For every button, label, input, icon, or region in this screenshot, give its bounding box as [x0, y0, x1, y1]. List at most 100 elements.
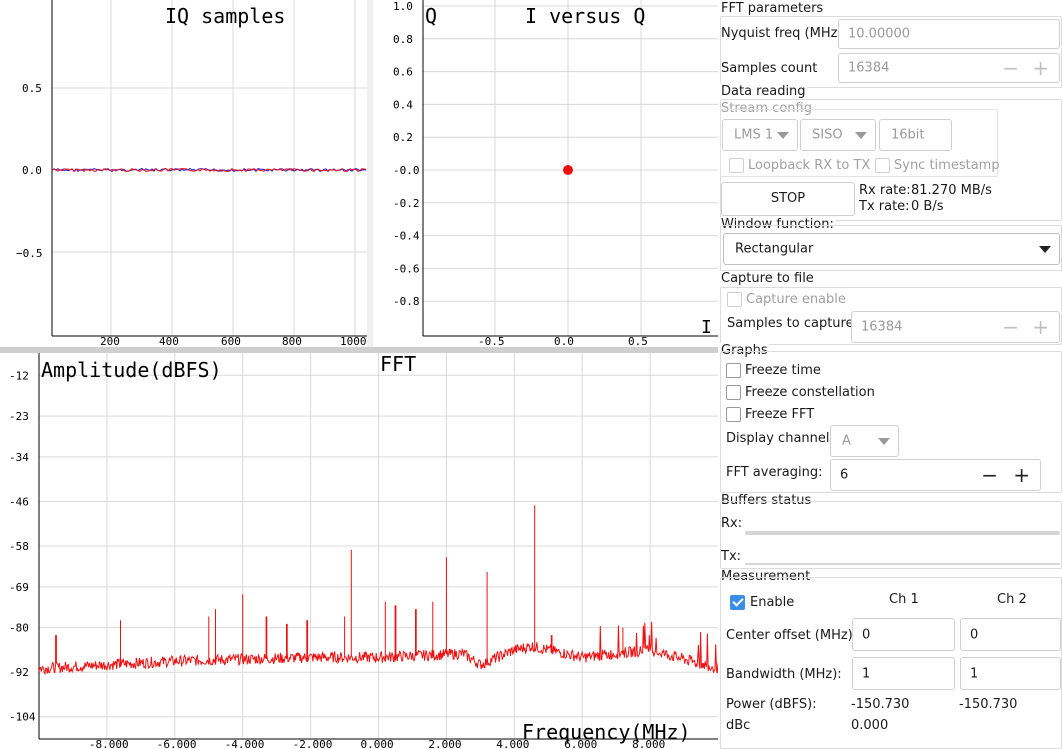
freeze-time-checkbox[interactable] — [726, 363, 741, 378]
fft-x-tick: -2.000 — [293, 738, 333, 749]
const-y-tick: 1.0 — [393, 0, 413, 13]
samples-count-stepper[interactable]: 16384 − + — [838, 53, 1060, 83]
nyquist-input[interactable]: 10.00000 — [838, 19, 1060, 49]
iq-x-tick: 800 — [282, 335, 302, 347]
iq-plot-title: IQ samples — [165, 4, 285, 28]
display-channel-label: Display channel: — [726, 431, 834, 446]
fft-averaging-stepper[interactable]: 6 − + — [830, 459, 1041, 491]
fft-plot-title: FFT — [380, 353, 416, 376]
control-panel: FFT parameters Nyquist freq (MHz): 10.00… — [718, 0, 1062, 749]
fft-x-tick: 8.000 — [632, 738, 665, 749]
fft-x-tick: -8.000 — [89, 738, 129, 749]
chevron-down-icon — [777, 132, 789, 139]
constellation-plot[interactable]: Q I versus Q 1.0 0.8 0.6 0.4 0.2 -0.0 -0.2 -0.4… — [373, 0, 718, 347]
fft-x-tick: 2.000 — [428, 738, 461, 749]
center-offset-ch2-input[interactable]: 0 — [960, 618, 1061, 651]
samples-to-capture-stepper[interactable]: 16384 − + — [851, 311, 1060, 343]
capture-enable-label: Capture enable — [746, 292, 846, 307]
fft-y-tick: -80 — [9, 622, 29, 635]
tx-buffer-progress — [745, 563, 1060, 565]
iq-x-tick: 200 — [100, 335, 120, 347]
minus-icon[interactable]: − — [1002, 315, 1019, 339]
bit-depth-select[interactable]: 16bit — [879, 119, 952, 151]
iq-x-tick: 1000 — [340, 335, 367, 347]
const-y-tick: 0.6 — [393, 66, 413, 79]
freeze-fft-label: Freeze FFT — [745, 407, 815, 422]
bandwidth-ch1-input[interactable]: 1 — [852, 657, 955, 690]
iq-samples-plot[interactable]: IQ samples 0.5 0.0 −0.5 200 400 600 800 … — [0, 0, 367, 347]
measurement-enable-checkbox[interactable] — [730, 595, 745, 610]
fft-y-tick: -23 — [9, 410, 29, 423]
plus-icon[interactable]: + — [1032, 315, 1049, 339]
data-reading-title: Data reading — [720, 84, 807, 99]
const-y-tick: -0.4 — [393, 230, 420, 243]
plots-splitter-horizontal[interactable] — [0, 347, 718, 353]
minus-icon[interactable]: − — [1002, 56, 1019, 80]
iq-x-tick: 600 — [221, 335, 241, 347]
const-y-tick: 0.8 — [393, 33, 413, 46]
channel-mode-select[interactable]: SISO — [800, 119, 876, 151]
samples-to-capture-value: 16384 — [861, 319, 903, 335]
fft-x-axis-label: Frequency(MHz) — [522, 720, 691, 744]
center-offset-ch1-input[interactable]: 0 — [852, 618, 955, 651]
fft-trace — [38, 505, 718, 676]
measurement-title: Measurement — [720, 569, 812, 584]
constellation-point — [563, 165, 573, 175]
fft-y-tick: -92 — [9, 666, 29, 679]
rx-buffer-label: Rx: — [721, 516, 743, 531]
dbc-label: dBc — [726, 718, 751, 733]
measurement-enable-label: Enable — [750, 595, 795, 610]
plots-splitter-vertical[interactable] — [367, 0, 373, 347]
center-offset-label: Center offset (MHz): — [726, 628, 858, 643]
window-function-select[interactable]: Rectangular — [723, 233, 1060, 265]
minus-icon[interactable]: − — [981, 463, 998, 487]
const-y-tick: -0.8 — [393, 295, 420, 308]
sync-timestamp-checkbox[interactable] — [875, 158, 890, 173]
buffers-status-group — [720, 501, 1062, 569]
text-cursor-icon: I — [701, 317, 712, 338]
plus-icon[interactable]: + — [1013, 463, 1030, 487]
stream-config-group — [720, 109, 998, 177]
sync-timestamp-label: Sync timestamp — [894, 158, 1000, 173]
stop-button[interactable]: STOP — [721, 182, 855, 216]
constellation-plot-title: I versus Q — [525, 4, 645, 28]
fft-y-tick: -12 — [9, 369, 29, 382]
constellation-axis-label: Q — [425, 4, 437, 28]
loopback-checkbox[interactable] — [729, 158, 744, 173]
fft-y-tick: -58 — [9, 540, 29, 553]
bandwidth-ch2-input[interactable]: 1 — [960, 657, 1061, 690]
chevron-down-icon — [1039, 246, 1051, 253]
fft-x-tick: 0.000 — [361, 738, 394, 749]
const-x-tick: 0.5 — [628, 335, 648, 347]
tx-rate-label: Tx rate: — [859, 199, 910, 214]
fft-y-axis-label: Amplitude(dBFS) — [41, 358, 222, 382]
stream-config-title: Stream config — [721, 101, 812, 116]
tx-rate-value: 0 B/s — [911, 199, 944, 214]
iq-y-tick: 0.0 — [22, 164, 42, 177]
fft-plot[interactable]: -12 -23 -34 -46 -58 -69 -80 -92 -104 -8.000 -6.00… — [0, 353, 718, 749]
chevron-down-icon — [878, 438, 890, 445]
window-function-title: Window function: — [720, 217, 835, 232]
const-y-tick: -0.2 — [393, 197, 420, 210]
fft-parameters-title: FFT parameters — [720, 1, 825, 16]
iq-y-tick: 0.5 — [22, 82, 42, 95]
plus-icon[interactable]: + — [1032, 56, 1049, 80]
bandwidth-label: Bandwidth (MHz): — [726, 667, 842, 682]
samples-count-label: Samples count — [721, 61, 818, 76]
ch1-header: Ch 1 — [889, 592, 919, 607]
iq-trace-q — [51, 167, 367, 173]
rx-rate-value: 81.270 MB/s — [911, 183, 992, 198]
const-x-tick: -0.5 — [478, 335, 505, 347]
capture-enable-checkbox[interactable] — [727, 292, 742, 307]
device-select[interactable]: LMS 1 — [722, 119, 798, 151]
freeze-constellation-checkbox[interactable] — [726, 385, 741, 400]
const-x-tick: 0.0 — [554, 335, 574, 347]
freeze-fft-checkbox[interactable] — [726, 407, 741, 422]
freeze-constellation-label: Freeze constellation — [745, 385, 875, 400]
display-channel-select[interactable]: A — [830, 425, 899, 457]
const-y-tick: 0.2 — [393, 131, 413, 144]
buffers-status-title: Buffers status — [720, 493, 813, 508]
const-y-tick: -0.0 — [393, 164, 420, 177]
iq-x-tick: 400 — [159, 335, 179, 347]
nyquist-value: 10.00000 — [848, 26, 911, 42]
